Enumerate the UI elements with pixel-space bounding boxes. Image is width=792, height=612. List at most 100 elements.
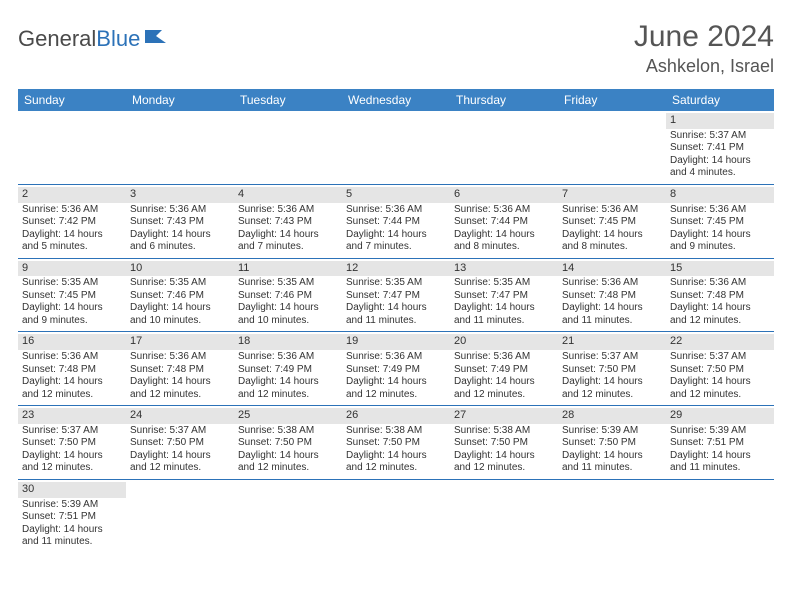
flag-icon (144, 28, 170, 51)
sunset-line: Sunset: 7:50 PM (670, 364, 770, 377)
day-number: 11 (234, 261, 342, 277)
sunrise-line: Sunrise: 5:39 AM (22, 499, 122, 512)
daylight-line: Daylight: 14 hours and 12 minutes. (22, 376, 122, 401)
day-number: 27 (450, 408, 558, 424)
daylight-line: Daylight: 14 hours and 6 minutes. (130, 229, 230, 254)
day-number: 21 (558, 334, 666, 350)
sunset-line: Sunset: 7:49 PM (454, 364, 554, 377)
calendar-cell-empty (234, 111, 342, 184)
day-number: 17 (126, 334, 234, 350)
sunset-line: Sunset: 7:50 PM (562, 364, 662, 377)
day-number: 3 (126, 187, 234, 203)
calendar-cell: 15Sunrise: 5:36 AMSunset: 7:48 PMDayligh… (666, 258, 774, 332)
sunset-line: Sunset: 7:46 PM (238, 290, 338, 303)
sunset-line: Sunset: 7:46 PM (130, 290, 230, 303)
daylight-line: Daylight: 14 hours and 10 minutes. (130, 302, 230, 327)
sunrise-line: Sunrise: 5:38 AM (346, 425, 446, 438)
sunset-line: Sunset: 7:50 PM (238, 437, 338, 450)
calendar-cell: 29Sunrise: 5:39 AMSunset: 7:51 PMDayligh… (666, 406, 774, 480)
calendar-cell: 6Sunrise: 5:36 AMSunset: 7:44 PMDaylight… (450, 184, 558, 258)
sunrise-line: Sunrise: 5:39 AM (670, 425, 770, 438)
daylight-line: Daylight: 14 hours and 11 minutes. (562, 302, 662, 327)
sunset-line: Sunset: 7:43 PM (238, 216, 338, 229)
day-number: 30 (18, 482, 126, 498)
sunrise-line: Sunrise: 5:35 AM (238, 277, 338, 290)
daylight-line: Daylight: 14 hours and 12 minutes. (670, 376, 770, 401)
sunrise-line: Sunrise: 5:36 AM (22, 204, 122, 217)
sunset-line: Sunset: 7:45 PM (670, 216, 770, 229)
day-header: Tuesday (234, 89, 342, 111)
daylight-line: Daylight: 14 hours and 12 minutes. (562, 376, 662, 401)
daylight-line: Daylight: 14 hours and 11 minutes. (346, 302, 446, 327)
calendar-cell: 27Sunrise: 5:38 AMSunset: 7:50 PMDayligh… (450, 406, 558, 480)
calendar-cell-empty (558, 111, 666, 184)
calendar-cell: 18Sunrise: 5:36 AMSunset: 7:49 PMDayligh… (234, 332, 342, 406)
calendar-row: 2Sunrise: 5:36 AMSunset: 7:42 PMDaylight… (18, 184, 774, 258)
daylight-line: Daylight: 14 hours and 4 minutes. (670, 155, 770, 180)
day-number: 9 (18, 261, 126, 277)
month-title: June 2024 (634, 20, 774, 54)
daylight-line: Daylight: 14 hours and 10 minutes. (238, 302, 338, 327)
sunset-line: Sunset: 7:50 PM (22, 437, 122, 450)
sunrise-line: Sunrise: 5:36 AM (238, 351, 338, 364)
sunset-line: Sunset: 7:49 PM (238, 364, 338, 377)
logo-word-blue: Blue (96, 26, 140, 52)
sunset-line: Sunset: 7:45 PM (562, 216, 662, 229)
day-number: 4 (234, 187, 342, 203)
sunset-line: Sunset: 7:41 PM (670, 142, 770, 155)
title-block: June 2024 Ashkelon, Israel (634, 20, 774, 77)
calendar-cell-empty (126, 479, 234, 552)
calendar-head: SundayMondayTuesdayWednesdayThursdayFrid… (18, 89, 774, 111)
logo-word-general: General (18, 26, 96, 52)
day-number: 23 (18, 408, 126, 424)
day-header: Wednesday (342, 89, 450, 111)
day-header: Saturday (666, 89, 774, 111)
calendar-row: 16Sunrise: 5:36 AMSunset: 7:48 PMDayligh… (18, 332, 774, 406)
sunset-line: Sunset: 7:51 PM (670, 437, 770, 450)
day-number: 1 (666, 113, 774, 129)
sunrise-line: Sunrise: 5:36 AM (670, 204, 770, 217)
calendar-cell: 9Sunrise: 5:35 AMSunset: 7:45 PMDaylight… (18, 258, 126, 332)
day-number: 7 (558, 187, 666, 203)
daylight-line: Daylight: 14 hours and 7 minutes. (346, 229, 446, 254)
calendar-cell: 5Sunrise: 5:36 AMSunset: 7:44 PMDaylight… (342, 184, 450, 258)
sunrise-line: Sunrise: 5:36 AM (22, 351, 122, 364)
sunrise-line: Sunrise: 5:35 AM (130, 277, 230, 290)
calendar-cell: 28Sunrise: 5:39 AMSunset: 7:50 PMDayligh… (558, 406, 666, 480)
daylight-line: Daylight: 14 hours and 11 minutes. (22, 524, 122, 549)
daylight-line: Daylight: 14 hours and 12 minutes. (238, 450, 338, 475)
daylight-line: Daylight: 14 hours and 8 minutes. (562, 229, 662, 254)
day-number: 5 (342, 187, 450, 203)
calendar-body: 1Sunrise: 5:37 AMSunset: 7:41 PMDaylight… (18, 111, 774, 553)
sunset-line: Sunset: 7:50 PM (346, 437, 446, 450)
sunset-line: Sunset: 7:48 PM (670, 290, 770, 303)
sunrise-line: Sunrise: 5:36 AM (562, 277, 662, 290)
day-number: 2 (18, 187, 126, 203)
sunrise-line: Sunrise: 5:37 AM (562, 351, 662, 364)
day-header: Thursday (450, 89, 558, 111)
sunrise-line: Sunrise: 5:38 AM (238, 425, 338, 438)
calendar-cell-empty (342, 479, 450, 552)
calendar-cell: 30Sunrise: 5:39 AMSunset: 7:51 PMDayligh… (18, 479, 126, 552)
daylight-line: Daylight: 14 hours and 11 minutes. (562, 450, 662, 475)
day-number: 10 (126, 261, 234, 277)
calendar-cell: 22Sunrise: 5:37 AMSunset: 7:50 PMDayligh… (666, 332, 774, 406)
daylight-line: Daylight: 14 hours and 8 minutes. (454, 229, 554, 254)
calendar-cell: 14Sunrise: 5:36 AMSunset: 7:48 PMDayligh… (558, 258, 666, 332)
logo: General Blue (18, 26, 170, 52)
day-number: 29 (666, 408, 774, 424)
day-header-row: SundayMondayTuesdayWednesdayThursdayFrid… (18, 89, 774, 111)
calendar-cell: 16Sunrise: 5:36 AMSunset: 7:48 PMDayligh… (18, 332, 126, 406)
day-number: 13 (450, 261, 558, 277)
sunrise-line: Sunrise: 5:37 AM (670, 130, 770, 143)
daylight-line: Daylight: 14 hours and 5 minutes. (22, 229, 122, 254)
day-number: 19 (342, 334, 450, 350)
logo-text: General Blue (18, 26, 140, 52)
calendar-cell: 10Sunrise: 5:35 AMSunset: 7:46 PMDayligh… (126, 258, 234, 332)
calendar-row: 30Sunrise: 5:39 AMSunset: 7:51 PMDayligh… (18, 479, 774, 552)
calendar-cell: 1Sunrise: 5:37 AMSunset: 7:41 PMDaylight… (666, 111, 774, 184)
daylight-line: Daylight: 14 hours and 12 minutes. (22, 450, 122, 475)
calendar-row: 1Sunrise: 5:37 AMSunset: 7:41 PMDaylight… (18, 111, 774, 184)
daylight-line: Daylight: 14 hours and 12 minutes. (238, 376, 338, 401)
calendar-cell: 13Sunrise: 5:35 AMSunset: 7:47 PMDayligh… (450, 258, 558, 332)
